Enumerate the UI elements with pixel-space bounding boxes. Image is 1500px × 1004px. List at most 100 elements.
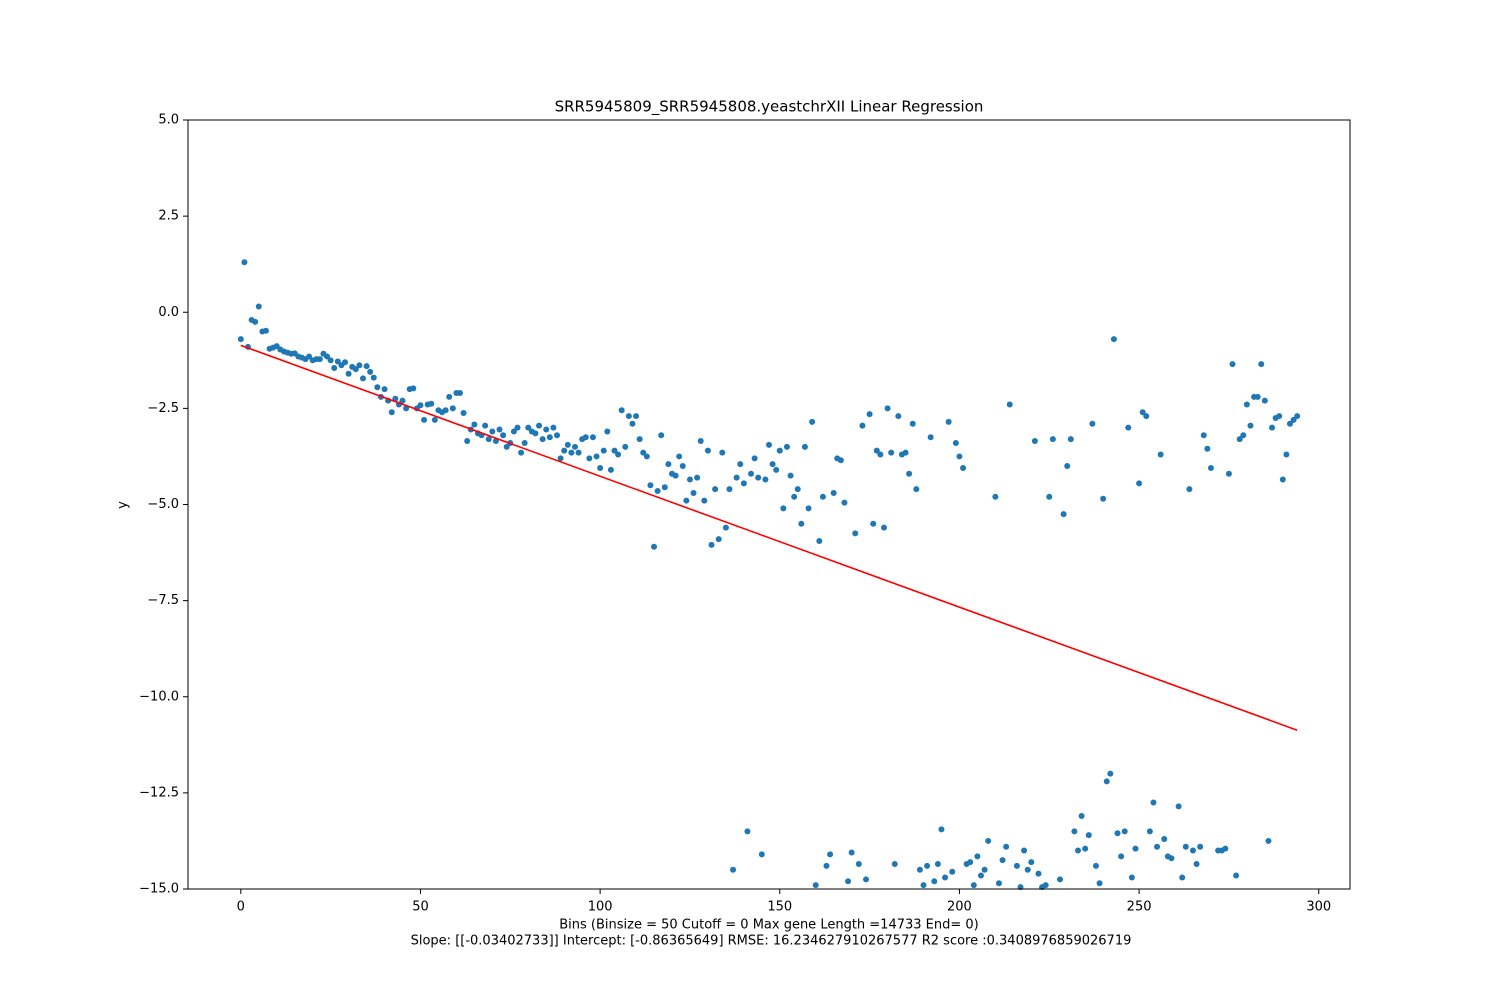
scatter-point	[1060, 511, 1067, 518]
scatter-point	[769, 461, 776, 468]
scatter-point	[571, 443, 578, 450]
scatter-point	[995, 880, 1002, 887]
scatter-point	[600, 447, 607, 454]
scatter-point	[428, 400, 435, 407]
scatter-point	[1121, 828, 1128, 835]
scatter-point	[471, 421, 478, 428]
scatter-point	[255, 303, 262, 310]
scatter-point	[607, 466, 614, 473]
scatter-point	[1085, 832, 1092, 839]
scatter-point	[949, 868, 956, 875]
scatter-point	[812, 882, 819, 889]
scatter-point	[783, 443, 790, 450]
scatter-point	[1225, 470, 1232, 477]
y-axis-label: y	[116, 501, 131, 509]
scatter-point	[643, 453, 650, 460]
scatter-point	[381, 386, 388, 393]
scatter-point	[446, 393, 453, 400]
scatter-point	[1139, 409, 1146, 416]
scatter-point	[866, 411, 873, 418]
scatter-point	[1024, 866, 1031, 873]
scatter-point	[237, 336, 244, 343]
scatter-point	[992, 493, 999, 500]
scatter-point	[546, 434, 553, 441]
scatter-point	[841, 499, 848, 506]
scatter-point	[586, 455, 593, 462]
scatter-point	[791, 493, 798, 500]
scatter-point	[640, 449, 647, 456]
chart-title: SRR5945809_SRR5945808.yeastchrXII Linear…	[555, 98, 984, 117]
scatter-point	[1021, 847, 1028, 854]
scatter-point	[1103, 778, 1110, 785]
scatter-point	[449, 405, 456, 412]
scatter-point	[819, 493, 826, 500]
scatter-point	[1243, 401, 1250, 408]
scatter-point	[1233, 872, 1240, 879]
scatter-point	[927, 434, 934, 441]
scatter-point	[701, 497, 708, 504]
scatter-point	[891, 861, 898, 868]
scatter-point	[686, 476, 693, 483]
scatter-point	[766, 441, 772, 448]
scatter-point	[1136, 480, 1143, 487]
scatter-point	[708, 541, 715, 548]
scatter-point	[1035, 870, 1042, 877]
scatter-point	[859, 422, 866, 429]
scatter-point	[977, 872, 984, 879]
x-tick-label: 200	[947, 900, 972, 915]
scatter-point	[1107, 770, 1114, 777]
scatter-point	[683, 497, 690, 504]
scatter-point	[744, 828, 751, 835]
scatter-point	[485, 436, 492, 443]
x-tick-label: 150	[767, 900, 792, 915]
scatter-point	[1100, 495, 1107, 502]
x-tick-label: 100	[588, 900, 613, 915]
scatter-point	[464, 438, 471, 445]
scatter-point	[1189, 847, 1196, 854]
scatter-point	[1258, 361, 1265, 368]
x-tick-label: 50	[412, 900, 429, 915]
scatter-point	[895, 413, 902, 420]
scatter-point	[863, 876, 870, 883]
scatter-point	[920, 882, 927, 889]
scatter-point	[1143, 413, 1150, 420]
scatter-point	[352, 366, 359, 373]
scatter-point	[503, 443, 510, 450]
y-tick-label: −15.0	[139, 882, 179, 897]
scatter-point	[618, 407, 625, 414]
scatter-point	[550, 424, 557, 431]
scatter-point	[625, 413, 632, 420]
scatter-point	[262, 327, 269, 334]
scatter-point	[730, 866, 737, 873]
scatter-point	[906, 470, 913, 477]
scatter-point	[651, 543, 658, 550]
scatter-point	[1207, 464, 1214, 471]
scatter-point	[460, 409, 467, 416]
scatter-point	[568, 449, 575, 456]
scatter-point	[647, 482, 654, 489]
scatter-point	[715, 536, 722, 543]
scatter-point	[1286, 420, 1293, 427]
scatter-point	[518, 449, 525, 456]
scatter-point	[712, 486, 719, 493]
scatter-point	[877, 451, 884, 458]
scatter-point	[597, 464, 604, 471]
scatter-point	[888, 449, 895, 456]
y-tick-label: −12.5	[139, 785, 179, 800]
scatter-point	[1154, 843, 1161, 850]
scatter-point	[421, 416, 428, 423]
scatter-point	[1269, 424, 1276, 431]
scatter-point	[654, 488, 661, 495]
scatter-point	[1265, 837, 1272, 844]
scatter-point	[1031, 438, 1038, 445]
scatter-point	[974, 853, 981, 860]
scatter-point	[1276, 413, 1283, 420]
scatter-point	[780, 505, 787, 512]
scatter-point	[913, 486, 920, 493]
scatter-point	[845, 878, 852, 885]
scatter-point	[830, 489, 837, 496]
scatter-point	[500, 432, 507, 439]
scatter-point	[306, 353, 313, 360]
scatter-point	[1186, 486, 1193, 493]
